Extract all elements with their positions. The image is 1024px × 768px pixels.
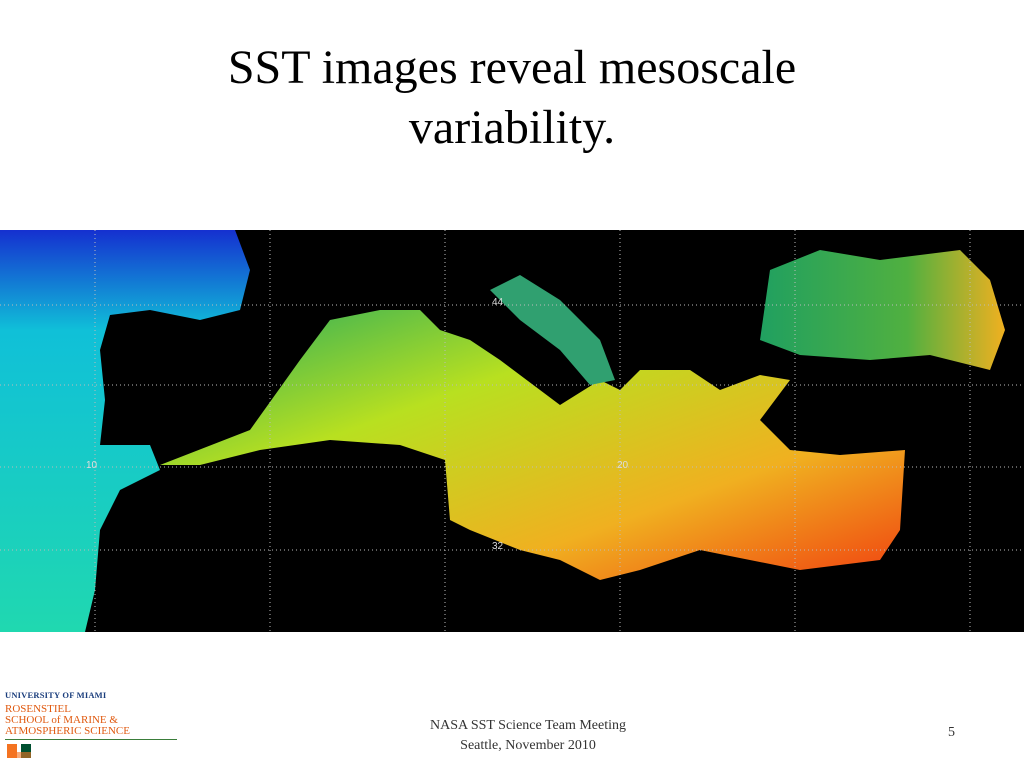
black-sea bbox=[760, 250, 1005, 370]
map-label: 20 bbox=[617, 460, 629, 471]
footer-text: Seattle, November 2010 bbox=[460, 738, 596, 753]
map-grid bbox=[0, 230, 1024, 632]
page-number: 5 bbox=[948, 725, 955, 740]
map-label: 10 bbox=[86, 460, 98, 471]
map-label: 32 bbox=[492, 541, 504, 552]
logo-text: ATMOSPHERIC SCIENCE bbox=[5, 725, 130, 737]
footer-text: NASA SST Science Team Meeting bbox=[429, 718, 627, 733]
sst-map: 44 10 20 32 bbox=[0, 230, 1024, 632]
logo-text: SCHOOL of MARINE & bbox=[5, 714, 118, 726]
logo-text: ROSENSTIEL bbox=[5, 703, 71, 715]
slide-title: SST images reveal mesoscale variability. bbox=[227, 41, 797, 154]
adriatic bbox=[490, 275, 615, 385]
atlantic bbox=[0, 230, 250, 632]
logo: UNIVERSITY OF MIAMI ROSENSTIEL SCHOOL of… bbox=[5, 690, 180, 765]
footer: NASA SST Science Team Meeting Seattle, N… bbox=[380, 716, 676, 756]
logo-text: UNIVERSITY OF MIAMI bbox=[5, 690, 107, 700]
map-label: 44 bbox=[492, 297, 504, 308]
logo-mark bbox=[7, 744, 31, 758]
mediterranean bbox=[160, 310, 905, 580]
